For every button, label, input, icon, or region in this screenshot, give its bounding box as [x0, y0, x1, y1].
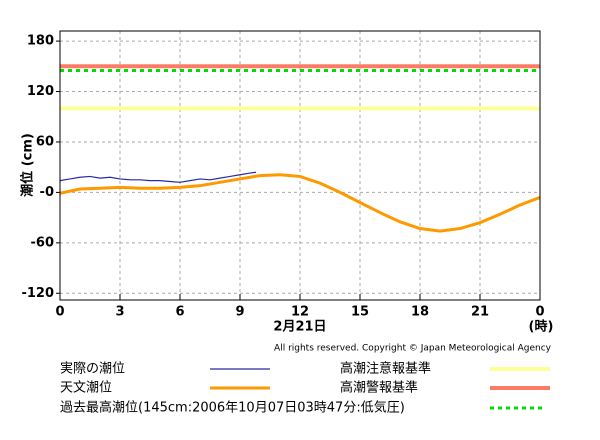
x-tick-label: 0: [55, 305, 64, 320]
x-tick-label: 9: [235, 305, 244, 320]
x-tick-label: 21: [471, 305, 489, 320]
x-tick-label: 0: [535, 305, 544, 320]
y-tick-label: 120: [27, 84, 54, 99]
legend-label: 高潮警報基準: [340, 380, 418, 396]
x-axis-title: 2月21日: [273, 320, 326, 335]
series-line: [59, 171, 257, 183]
legend-label: 実際の潮位: [60, 361, 125, 377]
x-tick-label: 15: [351, 305, 369, 320]
plot-border: [59, 30, 541, 301]
legend-label: 天文潮位: [60, 381, 112, 396]
y-tick-label: 60: [36, 134, 54, 149]
x-tick-label: 6: [175, 305, 184, 320]
y-tick-label: -0: [40, 185, 54, 200]
copyright: All rights reserved. Copyright © Japan M…: [274, 344, 552, 354]
legend-label: 過去最高潮位(145cm:2006年10月07日03時47分:低気圧): [60, 400, 405, 416]
x-tick-label: 12: [291, 305, 309, 320]
y-axis-title: 潮位 (cm): [20, 133, 36, 197]
y-tick-label: -120: [21, 286, 54, 301]
series-line: [59, 173, 541, 233]
x-axis-unit: (時): [529, 319, 554, 335]
y-tick-label: 180: [27, 34, 54, 49]
y-tick-label: -60: [31, 235, 55, 250]
x-tick-label: 18: [411, 305, 429, 320]
x-tick-label: 3: [115, 305, 124, 320]
legend-label: 高潮注意報基準: [340, 361, 431, 377]
